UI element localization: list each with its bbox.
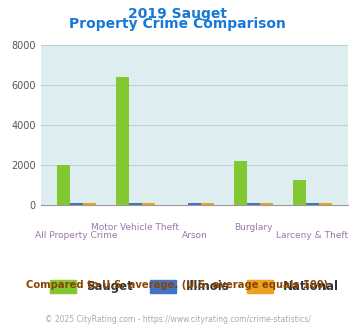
Bar [70,203,83,205]
Text: Compared to U.S. average. (U.S. average equals 100): Compared to U.S. average. (U.S. average … [26,280,329,290]
Bar [247,203,260,205]
Bar [319,203,332,205]
Text: Larceny & Theft: Larceny & Theft [277,231,349,240]
Bar [129,203,142,205]
Text: © 2025 CityRating.com - https://www.cityrating.com/crime-statistics/: © 2025 CityRating.com - https://www.city… [45,315,310,324]
Bar [142,203,155,205]
Legend: Sauget, Illinois, National: Sauget, Illinois, National [45,275,343,298]
Bar [57,165,70,205]
Text: Motor Vehicle Theft: Motor Vehicle Theft [91,223,179,232]
Bar [260,203,273,205]
Text: Burglary: Burglary [234,223,273,232]
Text: 2019 Sauget: 2019 Sauget [128,7,227,21]
Text: Property Crime Comparison: Property Crime Comparison [69,17,286,31]
Text: All Property Crime: All Property Crime [35,231,118,240]
Bar [306,203,319,205]
Bar [83,203,96,205]
Bar [293,180,306,205]
Bar [116,77,129,205]
Bar [201,203,214,205]
Text: Arson: Arson [181,231,207,240]
Bar [234,161,247,205]
Bar [188,203,201,205]
